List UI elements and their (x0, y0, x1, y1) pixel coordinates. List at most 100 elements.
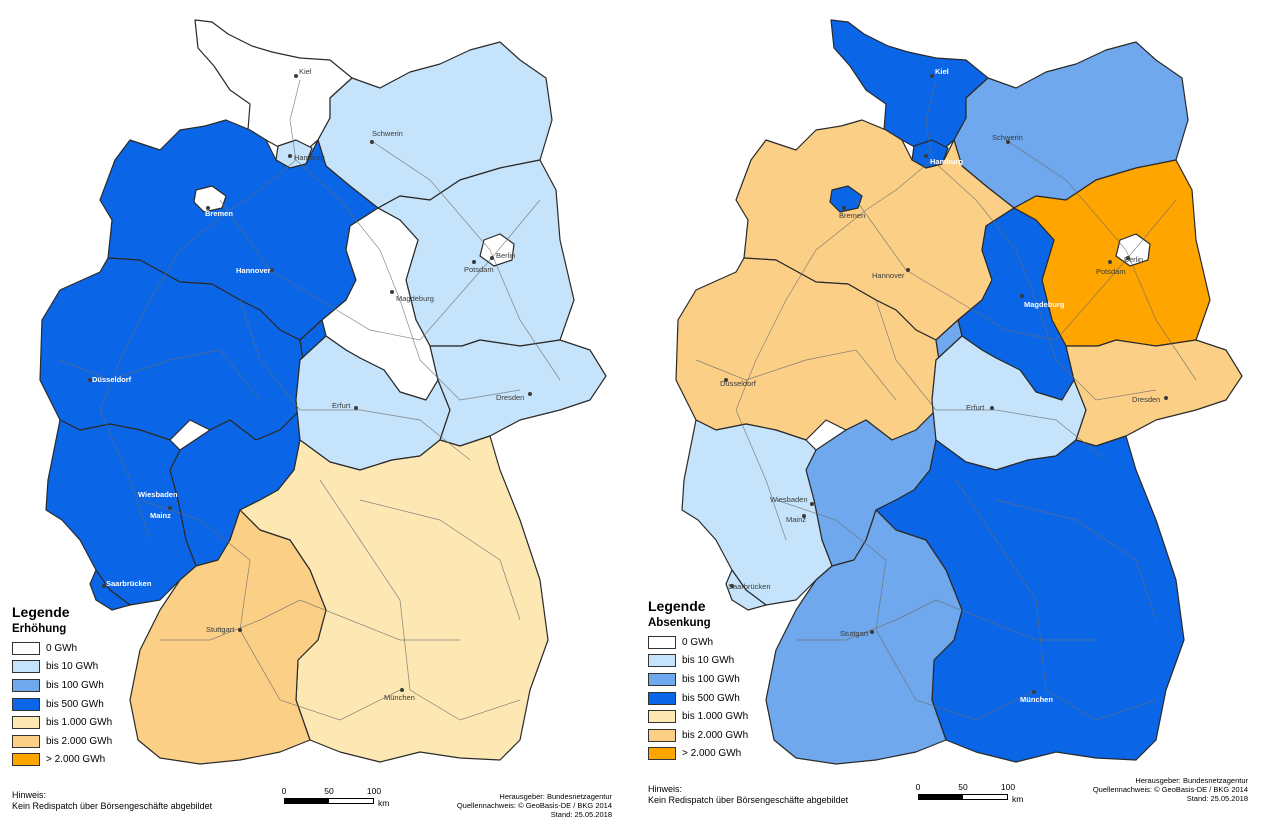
city-label-kiel: Kiel (299, 67, 312, 76)
city-label-hamburg: Hamburg (930, 157, 963, 166)
city-dot-potsdam (472, 260, 476, 264)
region-berlin (479, 233, 515, 267)
city-label-saarbruecken: Saarbrücken (106, 579, 152, 588)
city-label-bremen: Bremen (839, 211, 865, 220)
region-bremen (193, 185, 227, 213)
city-dot-saarbruecken (730, 584, 734, 588)
legend-item: 0 GWh (648, 633, 828, 652)
hint-label: Hinweis: (648, 784, 683, 794)
credits: Herausgeber: Bundesnetzagentur Quellenna… (1058, 776, 1248, 803)
city-label-dresden: Dresden (496, 393, 524, 402)
city-dot-berlin (490, 256, 494, 260)
legend-item: bis 10 GWh (12, 658, 192, 677)
city-dot-schwerin (370, 140, 374, 144)
city-label-erfurt: Erfurt (332, 401, 351, 410)
scale-tick-0: 0 (915, 782, 921, 792)
legend-item: bis 10 GWh (648, 652, 828, 671)
legend: Legende Erhöhung 0 GWh bis 10 GWh bis 10… (12, 604, 192, 769)
city-label-duesseldorf: Düsseldorf (720, 379, 757, 388)
legend-item-label: bis 1.000 GWh (46, 717, 113, 729)
region-sachsen (429, 339, 607, 447)
city-markers: Kiel Hamburg Schwerin Bremen Hannover Be… (88, 67, 532, 702)
city-label-magdeburg: Magdeburg (396, 294, 434, 303)
legend-swatch (648, 635, 676, 649)
city-label-wiesbaden: Wiesbaden (138, 490, 178, 499)
city-markers: Kiel Hamburg Schwerin Bremen Hannover Be… (720, 67, 1168, 704)
city-dot-hamburg (924, 154, 928, 158)
legend-swatch (12, 753, 40, 767)
legend-swatch (12, 734, 40, 748)
city-label-mainz: Mainz (786, 515, 806, 524)
city-dot-hannover (270, 268, 274, 272)
city-label-erfurt: Erfurt (966, 403, 985, 412)
city-dot-duesseldorf (88, 378, 92, 382)
hint-note: Hinweis: Kein Redispatch über Börsengesc… (648, 784, 848, 806)
legend-title: Legende (648, 598, 706, 614)
city-dot-saarbruecken (102, 584, 106, 588)
city-label-duesseldorf: Düsseldorf (92, 375, 132, 384)
germany-map-decrease: Kiel Hamburg Schwerin Bremen Hannover Be… (675, 19, 1243, 765)
legend-item-label: 0 GWh (46, 642, 78, 654)
legend-item-label: 0 GWh (682, 636, 714, 648)
scale-bar: 0 50 100 km (915, 782, 1048, 812)
city-label-dresden: Dresden (1132, 395, 1160, 404)
city-dot-hannover (906, 268, 910, 272)
city-dot-stuttgart (870, 630, 874, 634)
legend-item: 0 GWh (12, 639, 192, 658)
legend-swatch (12, 660, 40, 674)
legend-item: bis 500 GWh (12, 695, 192, 714)
city-dot-muenchen (400, 688, 404, 692)
credit-date: Stand: 25.05.2018 (1186, 794, 1248, 803)
city-label-saarbruecken: Saarbrücken (728, 582, 771, 591)
city-dot-kiel (294, 74, 298, 78)
legend-swatch (12, 716, 40, 730)
city-label-schwerin: Schwerin (992, 133, 1023, 142)
region-baden-wuerttemberg (765, 509, 963, 765)
rail-network (695, 79, 1197, 721)
legend: Legende Absenkung 0 GWh bis 10 GWh bis 1… (648, 598, 828, 763)
city-label-potsdam: Potsdam (464, 265, 494, 274)
legend-swatch (648, 654, 676, 668)
legend-item: bis 1.000 GWh (648, 707, 828, 726)
scale-tick-100: 100 (366, 786, 382, 796)
credit-publisher: Herausgeber: Bundesnetzagentur (499, 792, 612, 801)
city-label-magdeburg: Magdeburg (1024, 300, 1065, 309)
scale-tick-100: 100 (1000, 782, 1016, 792)
city-dot-kiel (930, 74, 934, 78)
legend-swatch (12, 641, 40, 655)
hint-text: Kein Redispatch über Börsengeschäfte abg… (648, 795, 849, 805)
credit-source: Quellennachweis: © GeoBasis-DE / BKG 201… (1092, 785, 1248, 794)
legend-swatch (648, 672, 676, 686)
legend-swatch (648, 747, 676, 761)
city-label-berlin: Berlin (1124, 255, 1143, 264)
city-label-stuttgart: Stuttgart (840, 629, 869, 638)
city-label-bremen: Bremen (205, 209, 233, 218)
legend-item: bis 1.000 GWh (12, 713, 192, 732)
credit-publisher: Herausgeber: Bundesnetzagentur (1135, 776, 1248, 785)
city-label-kiel: Kiel (935, 67, 949, 76)
legend-item-label: bis 2.000 GWh (46, 735, 113, 747)
credit-date: Stand: 25.05.2018 (550, 810, 612, 819)
region-berlin (1115, 233, 1151, 267)
city-dot-muenchen (1032, 690, 1036, 694)
city-dot-dresden (528, 392, 532, 396)
city-label-hannover: Hannover (236, 266, 271, 275)
city-label-berlin: Berlin (496, 251, 515, 260)
city-label-stuttgart: Stuttgart (206, 625, 235, 634)
scale-unit: km (378, 798, 390, 808)
city-dot-bremen (842, 206, 846, 210)
city-dot-wiesbaden (810, 502, 814, 506)
legend-item-label: bis 10 GWh (682, 655, 735, 667)
legend-item: bis 500 GWh (648, 689, 828, 708)
city-label-mainz: Mainz (150, 511, 171, 520)
scale-tick-0: 0 (281, 786, 287, 796)
scale-tick-50: 50 (324, 786, 334, 796)
legend-item-label: bis 2.000 GWh (682, 729, 749, 741)
scale-bar-segment (919, 795, 963, 799)
credit-source: Quellennachweis: © GeoBasis-DE / BKG 201… (456, 801, 612, 810)
legend-swatch (648, 691, 676, 705)
city-label-hannover: Hannover (872, 271, 905, 280)
city-dot-schwerin (1006, 140, 1010, 144)
legend-item-label: > 2.000 GWh (682, 748, 742, 760)
scale-tick-50: 50 (958, 782, 968, 792)
